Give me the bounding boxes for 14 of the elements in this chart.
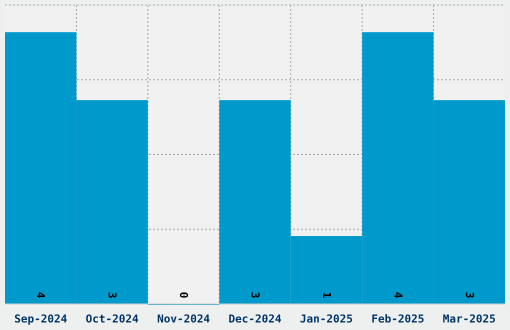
x-tick-label: Mar-2025: [442, 312, 496, 326]
data-label: 3: [462, 292, 476, 298]
x-tick-label: Oct-2024: [86, 312, 140, 326]
x-tick-label: Jan-2025: [300, 312, 353, 326]
data-label: 1: [320, 292, 333, 299]
data-label: 4: [391, 292, 404, 299]
x-tick-label: Feb-2025: [371, 312, 424, 326]
x-tick-label: Nov-2024: [157, 312, 210, 326]
x-tick-label: Dec-2024: [228, 312, 282, 326]
x-tick-label: Sep-2024: [14, 312, 68, 326]
data-label: 3: [106, 292, 119, 298]
data-label: 4: [34, 292, 48, 299]
data-label: 0: [177, 292, 190, 298]
data-label: 3: [248, 292, 262, 298]
